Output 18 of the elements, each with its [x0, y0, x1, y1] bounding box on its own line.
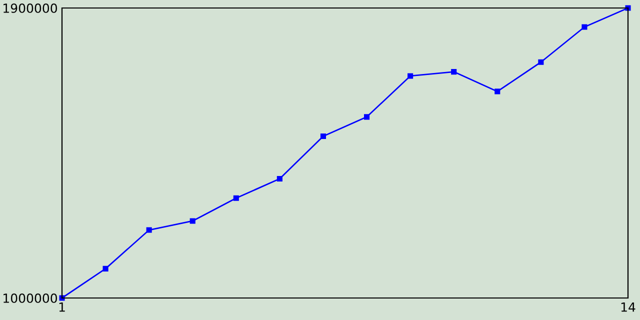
point [146, 227, 152, 233]
point [408, 73, 414, 79]
y-tick-label: 1000000 [4, 293, 57, 303]
x-tick-label: 14 [621, 302, 636, 312]
point [582, 24, 588, 30]
point [102, 266, 108, 272]
point [538, 59, 544, 65]
point [276, 176, 282, 182]
x-tick-label: 1 [59, 302, 65, 312]
point [451, 69, 457, 75]
y-tick-label: 1900000 [4, 3, 57, 13]
point [364, 114, 370, 120]
point [494, 88, 500, 94]
point [59, 295, 65, 301]
point [625, 5, 631, 11]
point [233, 195, 239, 201]
point [320, 133, 326, 140]
point [190, 218, 196, 224]
